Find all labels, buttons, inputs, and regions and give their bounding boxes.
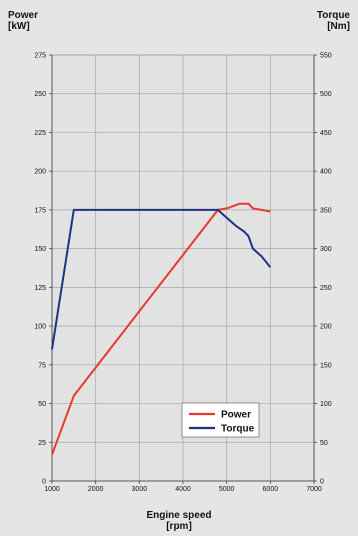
y-right-tick-label-6: 300 — [320, 246, 332, 253]
right-axis-title: Torque [Nm] — [317, 10, 350, 32]
x-tick-label-2: 3000 — [132, 486, 148, 493]
y-right-tick-label-7: 350 — [320, 207, 332, 214]
left-axis-title-unit: [kW] — [8, 21, 30, 32]
x-tick-label-4: 5000 — [219, 486, 235, 493]
y-left-tick-label-6: 150 — [34, 246, 46, 253]
y-left-tick-label-4: 100 — [34, 324, 46, 331]
x-tick-label-0: 1000 — [44, 486, 60, 493]
y-right-tick-label-1: 50 — [320, 440, 328, 447]
x-tick-label-6: 7000 — [306, 486, 322, 493]
x-tick-label-5: 6000 — [263, 486, 279, 493]
y-right-tick-label-11: 550 — [320, 53, 332, 60]
y-right-tick-label-9: 450 — [320, 130, 332, 137]
y-right-tick-label-10: 500 — [320, 91, 332, 98]
x-axis-title-unit: [rpm] — [166, 521, 192, 532]
left-axis-title: Power [kW] — [8, 10, 38, 32]
right-axis-title-unit: [Nm] — [327, 21, 350, 32]
series-line-power — [51, 202, 271, 456]
x-tick-label-3: 4000 — [175, 486, 191, 493]
right-axis-title-name: Torque — [316, 10, 350, 21]
legend-label-torque: Torque — [221, 424, 255, 435]
y-right-tick-label-3: 150 — [320, 362, 332, 369]
y-right-tick-label-2: 100 — [320, 401, 332, 408]
y-right-tick-label-8: 400 — [320, 169, 332, 176]
y-right-tick-label-5: 250 — [320, 285, 332, 292]
y-left-tick-label-1: 25 — [38, 440, 46, 447]
y-left-tick-label-8: 200 — [34, 169, 46, 176]
y-left-tick-label-0: 0 — [42, 479, 46, 486]
legend-label-power: Power — [221, 410, 251, 421]
y-right-tick-label-0: 0 — [320, 479, 324, 486]
y-left-tick-label-9: 225 — [34, 130, 46, 137]
y-left-tick-label-3: 75 — [38, 362, 46, 369]
x-axis-title-name: Engine speed — [146, 510, 212, 521]
y-left-tick-label-10: 250 — [34, 91, 46, 98]
y-left-tick-label-11: 275 — [34, 53, 46, 60]
series-line-torque — [51, 208, 272, 350]
legend-box — [181, 402, 260, 438]
x-axis-title: Engine speed [rpm] — [0, 510, 358, 532]
left-axis-title-name: Power — [8, 10, 39, 21]
y-right-tick-label-4: 200 — [320, 324, 332, 331]
y-left-tick-label-7: 175 — [34, 207, 46, 214]
y-left-tick-label-2: 50 — [38, 401, 46, 408]
y-left-tick-label-5: 125 — [34, 285, 46, 292]
x-tick-label-1: 2000 — [88, 486, 104, 493]
